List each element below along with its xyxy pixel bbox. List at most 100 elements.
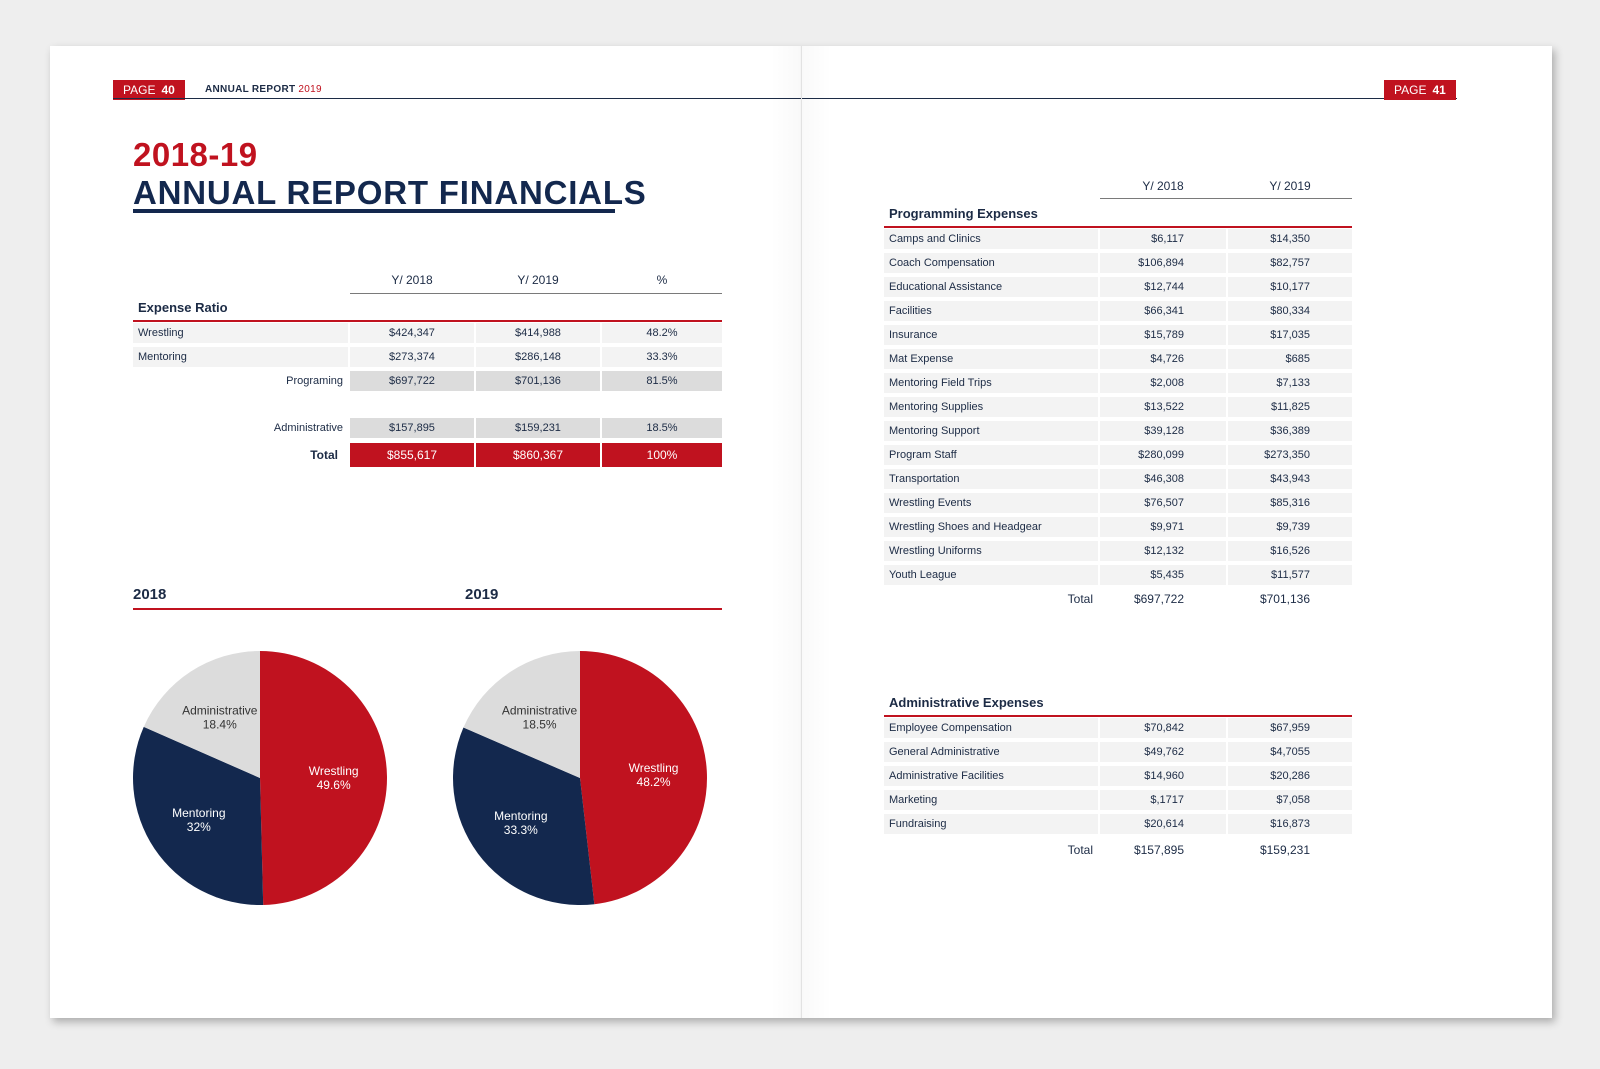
- row-label: Mentoring Support: [884, 421, 1098, 441]
- value-2019: $20,286: [1228, 766, 1352, 786]
- value-2018: $2,008: [1100, 373, 1226, 393]
- row-label: Wrestling: [133, 323, 348, 343]
- value-2019: $159,231: [476, 418, 600, 438]
- row-label: Administrative: [273, 422, 343, 434]
- row-label: Educational Assistance: [884, 277, 1098, 297]
- title-underline: [133, 209, 615, 213]
- row-label: Transportation: [884, 469, 1098, 489]
- pie-value-label: 49.6%: [317, 778, 351, 792]
- pie-label: Wrestling: [629, 761, 679, 775]
- value-2018: $280,099: [1100, 445, 1226, 465]
- pie-slice-administrative: [143, 651, 260, 778]
- value-2019: $286,148: [476, 347, 600, 367]
- page-title: ANNUAL REPORT FINANCIALS: [133, 174, 647, 211]
- value-2019: $11,577: [1228, 565, 1352, 585]
- pie-value-label: 33.3%: [504, 823, 538, 837]
- section-rule: [884, 226, 1352, 228]
- row-label: Program Staff: [884, 445, 1098, 465]
- page-number: 41: [1432, 83, 1446, 97]
- pie-section-rule: [133, 608, 722, 610]
- pie-heading-2019: 2019: [465, 586, 499, 603]
- value-2018: $70,842: [1100, 718, 1226, 738]
- header-year: 2019: [298, 84, 322, 95]
- col-header-2018: Y/ 2018: [1142, 179, 1184, 193]
- row-label: Marketing: [884, 790, 1098, 810]
- pie-slice-administrative: [463, 651, 580, 778]
- value-2018: $,1717: [1100, 790, 1226, 810]
- value-2019: $4,7055: [1228, 742, 1352, 762]
- value-2018: $15,789: [1100, 325, 1226, 345]
- pie-slice-mentoring: [132, 726, 264, 905]
- pie-value-label: 18.4%: [203, 717, 237, 731]
- total-2019: $159,231: [1259, 843, 1310, 857]
- page-badge-prefix: PAGE: [123, 83, 156, 97]
- section-rule: [884, 715, 1352, 717]
- value-2019: $685: [1228, 349, 1352, 369]
- report-spread: PAGE 40 ANNUAL REPORT 2019 PAGE 41 2018-19 …: [50, 46, 1552, 1018]
- value-2019: $14,350: [1228, 229, 1352, 249]
- pie-label: Administrative: [182, 703, 258, 717]
- row-label: General Administrative: [884, 742, 1098, 762]
- value-percent: 48.2%: [602, 323, 722, 343]
- row-label: Coach Compensation: [884, 253, 1098, 273]
- row-label: Administrative Facilities: [884, 766, 1098, 786]
- row-label: Camps and Clinics: [884, 229, 1098, 249]
- value-2019: $43,943: [1228, 469, 1352, 489]
- total-label: Total: [310, 448, 338, 462]
- total-label: Total: [1067, 843, 1093, 857]
- value-2018: $12,132: [1100, 541, 1226, 561]
- header-title-text: ANNUAL REPORT: [205, 84, 296, 95]
- pie-value-label: 32%: [187, 820, 211, 834]
- value-2019: $273,350: [1228, 445, 1352, 465]
- section-title-administrative: Administrative Expenses: [889, 695, 1044, 710]
- value-2018: $20,614: [1100, 814, 1226, 834]
- value-2018: $76,507: [1100, 493, 1226, 513]
- row-label: Wrestling Uniforms: [884, 541, 1098, 561]
- value-2018: $39,128: [1100, 421, 1226, 441]
- pie-slice-wrestling: [580, 651, 707, 905]
- value-2019: $9,739: [1228, 517, 1352, 537]
- value-percent: 33.3%: [602, 347, 722, 367]
- value-2019: $7,058: [1228, 790, 1352, 810]
- value-2018: $13,522: [1100, 397, 1226, 417]
- value-2019: $36,389: [1228, 421, 1352, 441]
- value-2018: $46,308: [1100, 469, 1226, 489]
- value-2019: $17,035: [1228, 325, 1352, 345]
- page-number: 40: [161, 83, 175, 97]
- pie-heading-2018: 2018: [133, 586, 167, 603]
- value-2018: $9,971: [1100, 517, 1226, 537]
- value-2019: $85,316: [1228, 493, 1352, 513]
- value-2018: $273,374: [350, 347, 474, 367]
- value-2019: $414,988: [476, 323, 600, 343]
- value-2019: $82,757: [1228, 253, 1352, 273]
- total-2018: $697,722: [1133, 592, 1184, 606]
- value-2018: $106,894: [1100, 253, 1226, 273]
- value-2018: $14,960: [1100, 766, 1226, 786]
- value-2018: $697,722: [350, 371, 474, 391]
- page-badge-prefix: PAGE: [1394, 83, 1427, 97]
- pie-label: Administrative: [502, 703, 578, 717]
- value-percent: 18.5%: [602, 418, 722, 438]
- total-label: Total: [1067, 592, 1093, 606]
- page-badge-left: PAGE 40: [113, 80, 185, 100]
- row-label: Mentoring: [133, 347, 348, 367]
- value-2018: $424,347: [350, 323, 474, 343]
- row-label: Fundraising: [884, 814, 1098, 834]
- value-2018: $66,341: [1100, 301, 1226, 321]
- row-label: Programing: [286, 375, 343, 387]
- row-label: Mat Expense: [884, 349, 1098, 369]
- pie-slice-mentoring: [453, 727, 595, 905]
- col-header-percent: %: [656, 273, 668, 287]
- header-rule-left: [113, 98, 801, 99]
- row-label: Wrestling Shoes and Headgear: [884, 517, 1098, 537]
- row-label: Wrestling Events: [884, 493, 1098, 513]
- pie-label: Mentoring: [172, 806, 225, 820]
- title-year: 2018-19: [133, 136, 258, 173]
- total-2019: $860,367: [476, 443, 600, 467]
- value-2019: $7,133: [1228, 373, 1352, 393]
- value-2018: $49,762: [1100, 742, 1226, 762]
- value-2019: $16,526: [1228, 541, 1352, 561]
- row-label: Youth League: [884, 565, 1098, 585]
